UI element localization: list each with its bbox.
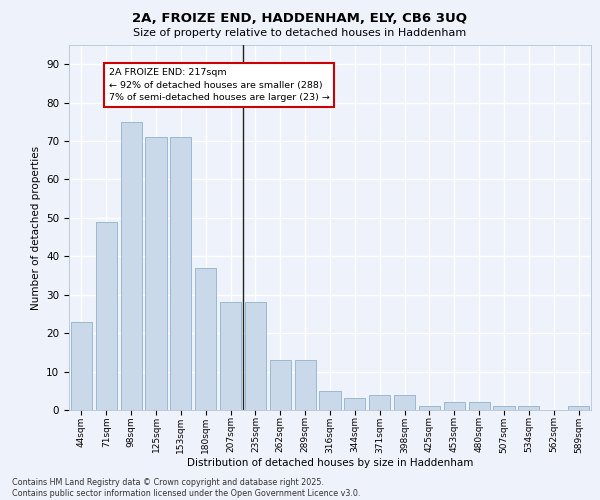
Text: Contains HM Land Registry data © Crown copyright and database right 2025.
Contai: Contains HM Land Registry data © Crown c… (12, 478, 361, 498)
Bar (96, 222, 117, 410)
Bar (245, 302, 266, 410)
Bar (444, 402, 465, 410)
Bar (220, 302, 241, 410)
Bar (344, 398, 365, 410)
Bar (145, 137, 167, 410)
Bar (419, 406, 440, 410)
Bar (121, 122, 142, 410)
X-axis label: Distribution of detached houses by size in Haddenham: Distribution of detached houses by size … (187, 458, 473, 468)
Bar (518, 406, 539, 410)
Y-axis label: Number of detached properties: Number of detached properties (31, 146, 41, 310)
Bar (170, 137, 191, 410)
Bar (493, 406, 515, 410)
Bar (195, 268, 216, 410)
Bar (319, 391, 341, 410)
Text: Size of property relative to detached houses in Haddenham: Size of property relative to detached ho… (133, 28, 467, 38)
Bar (295, 360, 316, 410)
Bar (270, 360, 291, 410)
Text: 2A FROIZE END: 217sqm
← 92% of detached houses are smaller (288)
7% of semi-deta: 2A FROIZE END: 217sqm ← 92% of detached … (109, 68, 329, 102)
Bar (568, 406, 589, 410)
Text: 2A, FROIZE END, HADDENHAM, ELY, CB6 3UQ: 2A, FROIZE END, HADDENHAM, ELY, CB6 3UQ (133, 12, 467, 26)
Bar (369, 394, 390, 410)
Bar (469, 402, 490, 410)
Bar (71, 322, 92, 410)
Bar (394, 394, 415, 410)
